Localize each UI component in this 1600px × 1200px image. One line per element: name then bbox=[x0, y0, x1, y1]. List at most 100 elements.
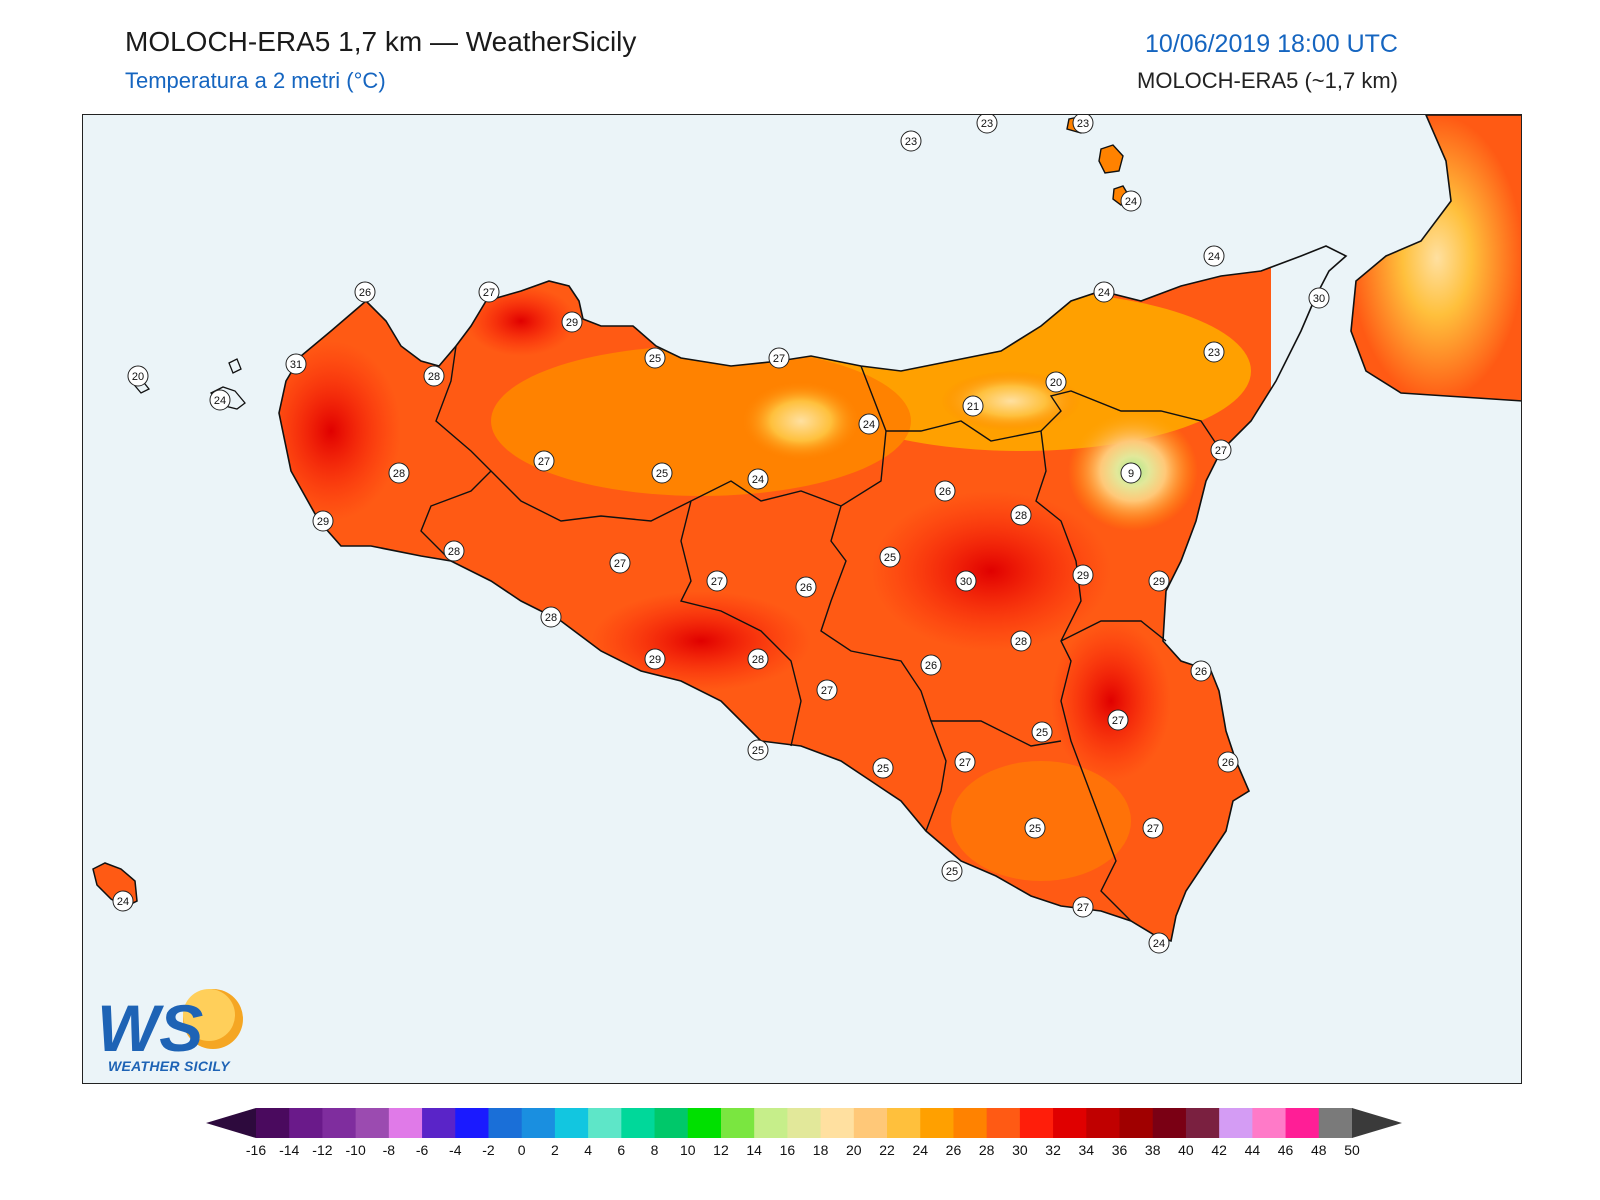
station-value: 27 bbox=[483, 287, 495, 299]
station-marker: 23 bbox=[976, 115, 998, 134]
colorbar-tick-label: 4 bbox=[584, 1142, 593, 1158]
colorbar-tick-label: 14 bbox=[746, 1142, 762, 1158]
station-marker: 25 bbox=[747, 739, 769, 761]
colorbar-tick-label: -12 bbox=[312, 1142, 333, 1158]
station-value: 23 bbox=[905, 136, 917, 148]
logo-letters: WS bbox=[97, 991, 203, 1065]
weathersicily-logo: WS bbox=[97, 989, 243, 1065]
station-value: 29 bbox=[317, 516, 329, 528]
colorbar-segment bbox=[1219, 1108, 1253, 1138]
colorbar-segment bbox=[1252, 1108, 1287, 1138]
station-marker: 30 bbox=[955, 570, 977, 592]
station-value: 25 bbox=[1036, 727, 1048, 739]
station-marker: 25 bbox=[1024, 817, 1046, 839]
station-value: 27 bbox=[538, 456, 550, 468]
station-value: 25 bbox=[946, 866, 958, 878]
station-value: 26 bbox=[1195, 666, 1207, 678]
colorbar-tick-label: 20 bbox=[846, 1142, 862, 1158]
station-marker: 26 bbox=[1190, 660, 1212, 682]
station-marker: 25 bbox=[644, 347, 666, 369]
station-value: 28 bbox=[752, 654, 764, 666]
temperature-map[interactable]: 23 23 23 24 24 24 30 23 20 21 24 27 9 26 28 25 30 29 29 28 2… bbox=[82, 114, 1522, 1084]
station-marker: 29 bbox=[1072, 564, 1094, 586]
station-value: 27 bbox=[1077, 902, 1089, 914]
calabria-field bbox=[1350, 115, 1521, 402]
station-marker: 27 bbox=[1142, 817, 1164, 839]
station-value: 27 bbox=[821, 685, 833, 697]
station-value: 30 bbox=[960, 576, 972, 588]
station-value: 29 bbox=[1153, 576, 1165, 588]
station-value: 31 bbox=[290, 359, 302, 371]
station-value: 28 bbox=[393, 468, 405, 480]
colorbar-tick-label: 28 bbox=[978, 1142, 995, 1158]
colorbar-max-extend bbox=[1352, 1108, 1402, 1138]
station-marker: 28 bbox=[388, 462, 410, 484]
colorbar-tick-label: -16 bbox=[245, 1142, 267, 1158]
station-value: 23 bbox=[1208, 347, 1220, 359]
station-value: 24 bbox=[1153, 938, 1165, 950]
station-value: 28 bbox=[428, 371, 440, 383]
colorbar-segment bbox=[1053, 1108, 1087, 1138]
station-marker: 24 bbox=[112, 890, 134, 912]
colorbar-tick-label: 18 bbox=[812, 1142, 829, 1158]
station-marker: 26 bbox=[1217, 751, 1239, 773]
station-marker: 23 bbox=[900, 130, 922, 152]
station-marker: 30 bbox=[1308, 287, 1330, 309]
colorbar-segment bbox=[1185, 1108, 1220, 1138]
station-value: 28 bbox=[545, 612, 557, 624]
station-value: 27 bbox=[959, 757, 971, 769]
colorbar-tick-label: 30 bbox=[1012, 1142, 1028, 1158]
station-marker: 28 bbox=[1010, 504, 1032, 526]
colorbar-tick-label: 34 bbox=[1078, 1142, 1095, 1158]
colorbar-segment bbox=[322, 1108, 357, 1138]
colorbar-segment bbox=[754, 1108, 788, 1138]
station-marker: 25 bbox=[872, 757, 894, 779]
station-marker: 31 bbox=[285, 353, 307, 375]
colorbar-segment bbox=[986, 1108, 1021, 1138]
station-value: 23 bbox=[981, 118, 993, 130]
station-marker: 25 bbox=[651, 462, 673, 484]
logo-text: WEATHER SICILY bbox=[108, 1058, 230, 1074]
station-value: 24 bbox=[214, 395, 226, 407]
station-value: 24 bbox=[752, 474, 764, 486]
colorbar-tick-label: 42 bbox=[1211, 1142, 1227, 1158]
station-marker: 28 bbox=[423, 365, 445, 387]
colorbar-segment bbox=[1285, 1108, 1320, 1138]
station-value: 25 bbox=[649, 353, 661, 365]
colorbar-tick-label: -6 bbox=[415, 1142, 429, 1158]
station-marker: 27 bbox=[1072, 896, 1094, 918]
colorbar-tick-label: -14 bbox=[279, 1142, 300, 1158]
station-value: 27 bbox=[1112, 715, 1124, 727]
station-value: 24 bbox=[1208, 251, 1220, 263]
colorbar-segment bbox=[554, 1108, 589, 1138]
station-marker: 20 bbox=[1045, 371, 1067, 393]
station-value: 24 bbox=[117, 896, 129, 908]
station-marker: 23 bbox=[1203, 341, 1225, 363]
station-value: 27 bbox=[1215, 445, 1227, 457]
station-value: 9 bbox=[1128, 468, 1134, 480]
colorbar-segment bbox=[588, 1108, 622, 1138]
colorbar-segment bbox=[289, 1108, 323, 1138]
colorbar-segment bbox=[256, 1108, 290, 1138]
colorbar-segment bbox=[1119, 1108, 1154, 1138]
colorbar-segment bbox=[388, 1108, 423, 1138]
station-value: 26 bbox=[939, 486, 951, 498]
temperature-colorbar bbox=[206, 1108, 1402, 1138]
station-marker: 24 bbox=[209, 389, 231, 411]
station-marker: 21 bbox=[962, 395, 984, 417]
colorbar-tick-label: 36 bbox=[1111, 1142, 1128, 1158]
station-marker: 24 bbox=[1093, 281, 1115, 303]
station-marker: 9 bbox=[1120, 462, 1142, 484]
station-value: 27 bbox=[773, 353, 785, 365]
station-marker: 27 bbox=[768, 347, 790, 369]
colorbar-segment bbox=[355, 1108, 390, 1138]
station-marker: 25 bbox=[1031, 721, 1053, 743]
colorbar-tick-label: 10 bbox=[679, 1142, 696, 1158]
station-marker: 20 bbox=[127, 365, 149, 387]
station-value: 28 bbox=[448, 546, 460, 558]
colorbar-tick-label: 32 bbox=[1045, 1142, 1061, 1158]
colorbar-min-extend bbox=[206, 1108, 256, 1138]
station-marker: 28 bbox=[1010, 630, 1032, 652]
station-marker: 24 bbox=[858, 413, 880, 435]
station-marker: 27 bbox=[533, 450, 555, 472]
